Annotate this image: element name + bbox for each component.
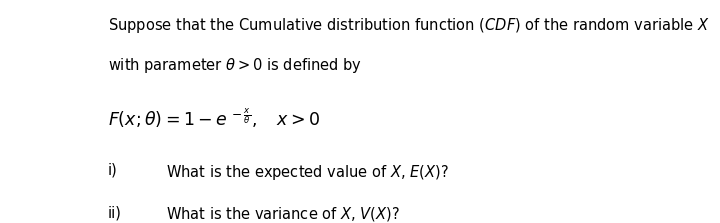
Text: What is the variance of $\mathit{X}$, $V(\mathit{X})$?: What is the variance of $\mathit{X}$, $V… xyxy=(166,205,400,223)
Text: with parameter $\theta > 0$ is defined by: with parameter $\theta > 0$ is defined b… xyxy=(108,56,362,75)
Text: ii): ii) xyxy=(108,205,122,220)
Text: i): i) xyxy=(108,163,118,178)
Text: What is the expected value of $\mathit{X}$, $E(\mathit{X})$?: What is the expected value of $\mathit{X… xyxy=(166,163,449,182)
Text: $F(x;\theta) = 1 - e^{\,-\frac{x}{\theta}}, \quad x > 0$: $F(x;\theta) = 1 - e^{\,-\frac{x}{\theta… xyxy=(108,107,320,130)
Text: Suppose that the Cumulative distribution function ($\mathit{CDF}$) of the random: Suppose that the Cumulative distribution… xyxy=(108,16,709,35)
